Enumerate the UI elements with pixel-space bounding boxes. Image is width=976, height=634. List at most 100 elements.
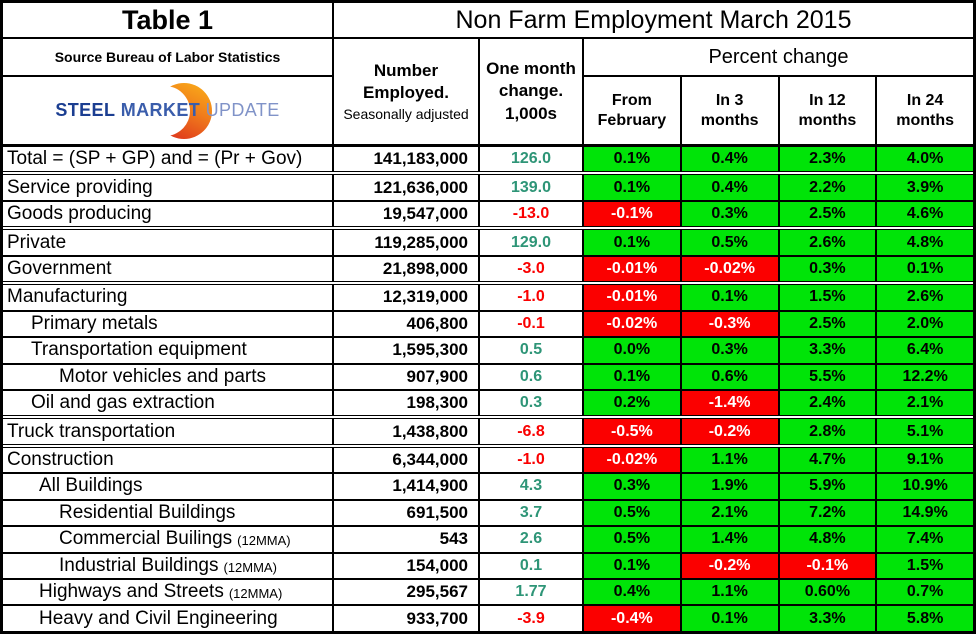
- percent-cell: 0.3%: [681, 201, 780, 227]
- table-row: Construction 6,344,000 -1.0 -0.02% 1.1% 4.7% 9…: [3, 443, 973, 473]
- table-row: Primary metals 406,800 -0.1 -0.02% -0.3% 2.5%…: [3, 309, 973, 337]
- percent-cell: 3.3%: [779, 606, 878, 631]
- one-month-change-value: -1.0: [480, 285, 584, 310]
- employed-value: 691,500: [334, 500, 480, 526]
- employed-header-line1: Number: [373, 61, 439, 81]
- one-month-change-value: 139.0: [480, 175, 584, 200]
- percent-cell: 9.1%: [877, 447, 973, 473]
- row-label: Transportation equipment: [3, 338, 334, 363]
- percent-cell: 0.7%: [877, 580, 973, 605]
- percent-cell: -0.1%: [779, 553, 878, 578]
- percent-cell: 0.3%: [681, 338, 780, 363]
- percent-cell: 0.1%: [584, 553, 682, 578]
- percent-cell: 4.8%: [779, 527, 878, 552]
- table-row: Residential Buildings 691,500 3.7 0.5% 2.1% 7…: [3, 498, 973, 526]
- one-month-change-value: 129.0: [480, 230, 584, 255]
- percent-cell: 6.4%: [877, 338, 973, 363]
- table-row: Commercial Builings (12MMA) 543 2.6 0.5% 1.4%…: [3, 525, 973, 552]
- percent-change-header-group: Percent change From February In 3 months…: [584, 39, 973, 144]
- percent-cell: -0.2%: [681, 553, 780, 578]
- row-label-text: Truck transportation: [7, 420, 176, 442]
- row-label-suffix: (12MMA): [223, 559, 277, 575]
- percent-cell: 0.4%: [681, 147, 780, 172]
- one-month-change-value: 0.6: [480, 364, 584, 389]
- table-row: Total = (SP + GP) and = (Pr + Gov) 141,18…: [3, 147, 973, 172]
- percent-cell: 2.0%: [877, 311, 973, 337]
- percent-cell: 0.1%: [584, 230, 682, 255]
- source-label: Source Bureau of Labor Statistics: [3, 39, 332, 77]
- employed-value: 543: [334, 527, 480, 552]
- percent-cell: 0.5%: [584, 527, 682, 552]
- row-label-text: Government: [7, 257, 112, 279]
- row-label-suffix: (12MMA): [228, 586, 283, 602]
- logo-text: STEEL MARKET UPDATE: [55, 100, 279, 121]
- steel-market-update-logo: STEEL MARKET UPDATE: [3, 77, 332, 144]
- percent-cell: 0.3%: [779, 256, 878, 282]
- percent-cell: 0.1%: [877, 256, 973, 282]
- percent-cell: 1.1%: [681, 447, 780, 473]
- percent-cell: 3.3%: [779, 338, 878, 363]
- employed-value: 1,595,300: [334, 338, 480, 363]
- row-label: Truck transportation: [3, 419, 334, 444]
- col-header-in-3-months: In 3 months: [682, 77, 780, 144]
- row-label: Private: [3, 230, 334, 255]
- row-label: Construction: [3, 447, 334, 473]
- percent-cell: 5.9%: [779, 474, 878, 499]
- one-month-change-value: 2.6: [480, 527, 584, 552]
- row-label: Heavy and Civil Engineering: [3, 606, 334, 631]
- table-row: Truck transportation 1,438,800 -6.8 -0.5% -0…: [3, 415, 973, 444]
- percent-cell: 0.6%: [681, 364, 780, 389]
- percent-cell: -0.02%: [681, 256, 780, 282]
- employed-value: 1,438,800: [334, 419, 480, 444]
- employed-value: 141,183,000: [334, 147, 480, 172]
- percent-cell: 0.3%: [584, 474, 682, 499]
- percent-cell: 7.2%: [779, 500, 878, 526]
- row-label: Highways and Streets (12MMA): [3, 580, 334, 605]
- col-header-from-february: From February: [584, 77, 682, 144]
- percent-cell: -0.01%: [584, 256, 682, 282]
- percent-subheaders: From February In 3 months In 12 months I…: [584, 77, 973, 144]
- col-header-number-employed: Number Employed. Seasonally adjusted: [334, 39, 480, 144]
- one-month-change-value: 126.0: [480, 147, 584, 172]
- percent-cell: 4.7%: [779, 447, 878, 473]
- percent-cell: 7.4%: [877, 527, 973, 552]
- percent-cell: 2.5%: [779, 201, 878, 227]
- table-row: Motor vehicles and parts 907,900 0.6 0.1% 0.…: [3, 362, 973, 389]
- col-header-in-12-months: In 12 months: [780, 77, 878, 144]
- percent-cell: 10.9%: [877, 474, 973, 499]
- employed-value: 6,344,000: [334, 447, 480, 473]
- percent-cell: 2.2%: [779, 175, 878, 200]
- row-label-text: Highways and Streets: [39, 581, 224, 603]
- percent-cell: 0.1%: [681, 606, 780, 631]
- table-row: Industrial Buildings (12MMA) 154,000 0.1 0.1…: [3, 551, 973, 578]
- logo-word-steel: STEEL: [55, 100, 116, 120]
- employed-value: 154,000: [334, 553, 480, 578]
- percent-cell: 1.1%: [681, 580, 780, 605]
- percent-cell: 1.5%: [877, 553, 973, 578]
- row-label: Industrial Buildings (12MMA): [3, 553, 334, 578]
- row-label: Primary metals: [3, 311, 334, 337]
- percent-cell: 1.5%: [779, 285, 878, 310]
- percent-cell: -0.4%: [584, 606, 682, 631]
- row-label-text: Commercial Builings: [59, 528, 233, 550]
- percent-cell: -0.02%: [584, 447, 682, 473]
- percent-cell: 2.3%: [779, 147, 878, 172]
- employed-value: 19,547,000: [334, 201, 480, 227]
- col-header-in-24-months: In 24 months: [896, 92, 955, 129]
- percent-cell: 2.1%: [877, 390, 973, 416]
- row-label: Oil and gas extraction: [3, 390, 334, 416]
- one-month-change-value: 1.77: [480, 580, 584, 605]
- percent-change-header: Percent change: [584, 39, 973, 77]
- employed-value: 406,800: [334, 311, 480, 337]
- one-month-change-value: -0.1: [480, 311, 584, 337]
- row-label-suffix: (12MMA): [237, 533, 291, 549]
- one-month-change-value: -3.9: [480, 606, 584, 631]
- employed-value: 933,700: [334, 606, 480, 631]
- row-label-text: Industrial Buildings: [59, 554, 219, 576]
- employed-value: 1,414,900: [334, 474, 480, 499]
- row-label: Service providing: [3, 175, 334, 200]
- table-row: Government 21,898,000 -3.0 -0.01% -0.02% 0.3%…: [3, 254, 973, 282]
- one-month-change-value: 0.1: [480, 553, 584, 578]
- employed-value: 21,898,000: [334, 256, 480, 282]
- table-row: Manufacturing 12,319,000 -1.0 -0.01% 0.1% 1.5…: [3, 281, 973, 310]
